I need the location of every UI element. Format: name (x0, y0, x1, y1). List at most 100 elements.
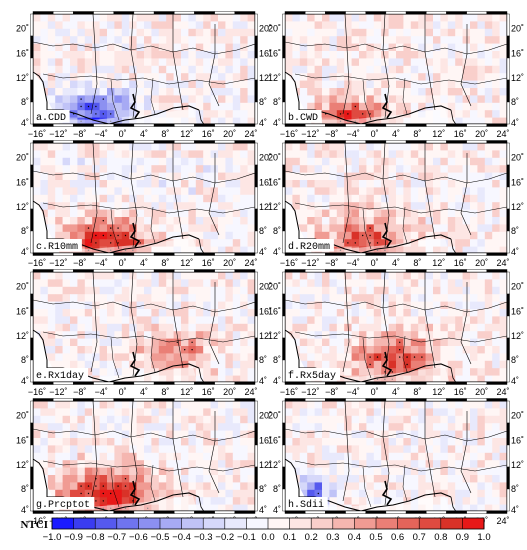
grid-cell (247, 187, 256, 196)
grid-cell (425, 445, 434, 454)
grid-cell (447, 309, 456, 317)
grid-cell (299, 217, 308, 225)
grid-cell (40, 323, 49, 332)
grid-cell (47, 294, 56, 302)
grid-cell (396, 316, 404, 325)
grid-cell (455, 286, 463, 295)
grid-cell (129, 110, 137, 118)
grid-cell (203, 331, 211, 339)
grid-cell (129, 88, 137, 96)
grid-cell (499, 172, 508, 181)
grid-cell (203, 279, 211, 288)
grid-cell (99, 202, 108, 210)
grid-cell (425, 157, 434, 166)
grid-cell (359, 309, 367, 317)
grid-cell (144, 102, 152, 111)
grid-cell (447, 272, 456, 280)
grid-cell (329, 430, 338, 439)
grid-cell (210, 272, 219, 280)
grid-cell (314, 21, 323, 30)
grid-cell (136, 360, 145, 369)
grid-cell (240, 28, 248, 37)
grid-cell (314, 231, 323, 240)
grid-cell (410, 360, 419, 369)
grid-cell (77, 51, 86, 59)
lat-tick-label: 20˚ (16, 23, 29, 33)
grid-cell (218, 286, 226, 295)
significance-dot (406, 356, 408, 358)
lon-scale-top (486, 11, 508, 15)
grid-cell (447, 294, 456, 302)
grid-cell (55, 430, 63, 439)
grid-cell (418, 21, 426, 30)
grid-cell (136, 110, 145, 118)
grid-cell (232, 375, 241, 384)
grid-cell (403, 28, 412, 37)
grid-cell (447, 423, 456, 431)
lon-scale-top (73, 398, 94, 402)
grid-cell (366, 415, 375, 424)
grid-cell (107, 360, 115, 369)
grid-cell (359, 423, 367, 431)
grid-cell (158, 187, 167, 196)
grid-cell (292, 209, 301, 218)
grid-cell (77, 209, 86, 218)
grid-cell (136, 460, 145, 468)
grid-cell (322, 65, 330, 74)
grid-cell (433, 294, 441, 302)
lon-tick-label: 8˚ (161, 258, 169, 268)
grid-cell (344, 286, 352, 295)
grid-cell (484, 110, 493, 118)
grid-cell (84, 438, 93, 446)
panel-label-bg (34, 497, 95, 510)
panel-label-bg (34, 110, 70, 123)
grid-cell (403, 452, 412, 461)
grid-cell (158, 172, 167, 181)
grid-cell (425, 316, 434, 325)
grid-cell (381, 286, 389, 295)
grid-cell (381, 172, 389, 181)
grid-cell (195, 217, 204, 225)
grid-cell (388, 43, 397, 52)
grid-cell (403, 460, 412, 468)
grid-cell (307, 194, 315, 203)
grid-cell (329, 423, 338, 431)
significance-dot (391, 371, 393, 373)
lon-tick-label: −16˚ (280, 258, 298, 268)
grid-cell (107, 80, 115, 89)
grid-cell (55, 286, 63, 295)
grid-cell (158, 43, 167, 52)
grid-cell (344, 346, 352, 354)
grid-cell (366, 28, 375, 37)
lon-scale-bottom (194, 252, 215, 256)
grid-cell (455, 460, 463, 468)
colorbar-swatch (268, 518, 290, 529)
grid-cell (299, 415, 308, 424)
grid-cell (462, 88, 471, 96)
grid-cell (210, 187, 219, 196)
grid-cell (440, 346, 449, 354)
grid-cell (359, 102, 367, 111)
grid-cell (107, 180, 115, 188)
grid-cell (62, 408, 71, 417)
grid-cell (77, 360, 86, 369)
ntci-grid (285, 401, 508, 513)
grid-cell (336, 180, 345, 188)
grid-cell (225, 401, 234, 409)
grid-cell (425, 323, 434, 332)
grid-cell (314, 415, 323, 424)
grid-cell (484, 217, 493, 225)
grid-cell (477, 28, 486, 37)
grid-cell (470, 475, 478, 483)
lon-scale-top (304, 398, 326, 402)
grid-cell (484, 482, 493, 491)
grid-cell (381, 415, 389, 424)
grid-cell (136, 368, 145, 376)
grid-cell (329, 415, 338, 424)
grid-cell (99, 415, 108, 424)
grid-cell (433, 286, 441, 295)
grid-cell (351, 489, 360, 498)
lon-scale-bottom (345, 510, 366, 514)
grid-cell (114, 460, 123, 468)
grid-cell (433, 482, 441, 491)
